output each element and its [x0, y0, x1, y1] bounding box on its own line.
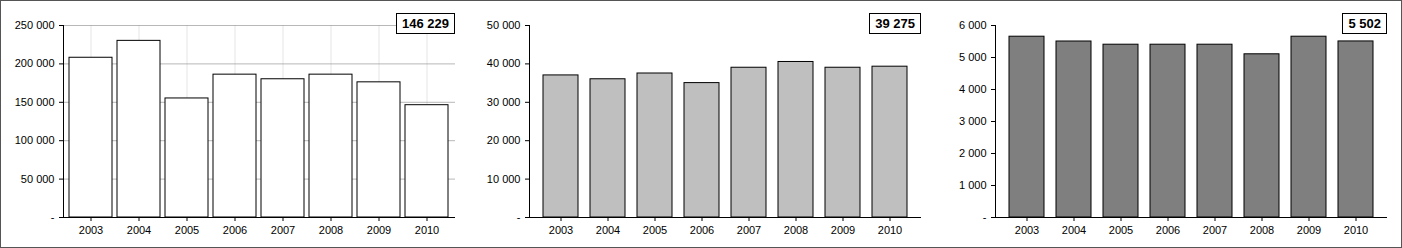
svg-text:2004: 2004 [1062, 224, 1086, 236]
html-text:39 275: 39 275 [875, 16, 915, 31]
svg-text:2010: 2010 [878, 224, 902, 236]
svg-text:2004: 2004 [127, 224, 151, 236]
svg-text:10 000: 10 000 [487, 173, 521, 185]
svg-text:2003: 2003 [549, 224, 573, 236]
svg-text:-: - [517, 211, 521, 223]
svg-text:50 000: 50 000 [21, 173, 55, 185]
svg-text:2008: 2008 [319, 224, 343, 236]
svg-text:2005: 2005 [175, 224, 199, 236]
svg-text:5 000: 5 000 [959, 51, 987, 63]
svg-text:3 000: 3 000 [959, 115, 987, 127]
svg-text:2007: 2007 [271, 224, 295, 236]
svg-text:2003: 2003 [1015, 224, 1039, 236]
svg-text:2005: 2005 [1109, 224, 1133, 236]
svg-text:2004: 2004 [596, 224, 620, 236]
svg-text:-: - [51, 211, 55, 223]
svg-text:1 000: 1 000 [959, 179, 987, 191]
svg-text:250 000: 250 000 [15, 19, 55, 31]
svg-text:2007: 2007 [737, 224, 761, 236]
svg-text:200 000: 200 000 [15, 57, 55, 69]
svg-text:40 000: 40 000 [487, 57, 521, 69]
svg-text:4 000: 4 000 [959, 83, 987, 95]
svg-text:2006: 2006 [1156, 224, 1180, 236]
svg-text:20 000: 20 000 [487, 134, 521, 146]
html-text:146 229: 146 229 [402, 16, 449, 31]
svg-text:-: - [983, 211, 987, 223]
svg-text:6 000: 6 000 [959, 19, 987, 31]
svg-text:30 000: 30 000 [487, 96, 521, 108]
html-text:5 502: 5 502 [1348, 16, 1381, 31]
svg-text:2 000: 2 000 [959, 147, 987, 159]
svg-text:2007: 2007 [1203, 224, 1227, 236]
svg-text:2006: 2006 [223, 224, 247, 236]
svg-text:2003: 2003 [79, 224, 103, 236]
svg-text:2010: 2010 [1344, 224, 1368, 236]
svg-text:2009: 2009 [831, 224, 855, 236]
svg-text:2009: 2009 [367, 224, 391, 236]
svg-text:150 000: 150 000 [15, 96, 55, 108]
svg-text:2005: 2005 [643, 224, 667, 236]
svg-text:2010: 2010 [415, 224, 439, 236]
svg-text:2008: 2008 [784, 224, 808, 236]
svg-text:2006: 2006 [690, 224, 714, 236]
svg-text:50 000: 50 000 [487, 19, 521, 31]
svg-text:100 000: 100 000 [15, 134, 55, 146]
svg-text:2008: 2008 [1250, 224, 1274, 236]
svg-text:2009: 2009 [1297, 224, 1321, 236]
